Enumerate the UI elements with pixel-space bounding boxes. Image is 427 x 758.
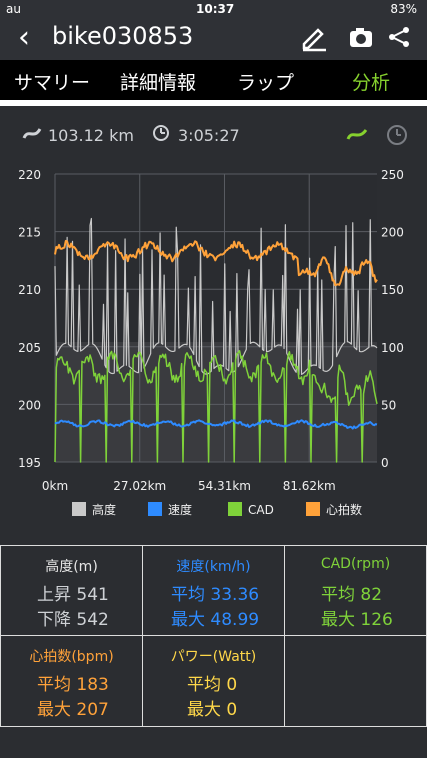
speed-title: 速度(km/h) xyxy=(143,556,284,576)
share-icon[interactable] xyxy=(384,22,414,52)
edit-icon[interactable] xyxy=(298,22,328,52)
y-left-tick: 205 xyxy=(18,341,41,355)
x-tick: 54.31km xyxy=(198,479,251,493)
time-mode-icon[interactable] xyxy=(386,124,408,146)
y-right-tick: 200 xyxy=(381,226,404,240)
legend-label: 速度 xyxy=(168,502,192,517)
y-left-tick: 215 xyxy=(18,226,41,240)
altitude-descent: 下降 542 xyxy=(37,605,109,630)
cad-average: 平均 82 xyxy=(321,580,382,605)
cad-cell: CAD(rpm) 平均 82 最大 126 xyxy=(284,545,427,636)
y-left-tick: 210 xyxy=(18,283,41,297)
legend-label: CAD xyxy=(248,503,274,517)
legend-label: 高度 xyxy=(92,502,116,517)
battery-percent: 83% xyxy=(390,2,417,16)
y-right-tick: 50 xyxy=(381,398,396,412)
distance-mode-icon[interactable] xyxy=(346,126,368,144)
x-tick: 0km xyxy=(42,479,68,493)
power-max: 最大 0 xyxy=(187,695,237,720)
camera-icon[interactable] xyxy=(346,22,376,52)
tab-laps[interactable]: ラップ xyxy=(237,68,294,95)
hr-title: 心拍数(bpm) xyxy=(1,646,142,666)
y-left-tick: 195 xyxy=(18,456,41,470)
y-right-tick: 0 xyxy=(381,456,389,470)
hr-average: 平均 183 xyxy=(37,670,109,695)
x-tick: 27.02km xyxy=(113,479,166,493)
legend-swatch xyxy=(148,502,162,516)
power-average: 平均 0 xyxy=(187,670,237,695)
tab-details[interactable]: 詳細情報 xyxy=(120,68,196,95)
tab-summary[interactable]: サマリー xyxy=(14,68,90,95)
y-right-tick: 150 xyxy=(381,283,404,297)
y-right-tick: 250 xyxy=(381,168,404,182)
legend-swatch xyxy=(228,502,242,516)
stats-grid: 高度(m) 上昇 541 下降 542 速度(km/h) 平均 33.36 最大… xyxy=(0,545,427,727)
bike-route-icon xyxy=(22,126,42,142)
cad-title: CAD(rpm) xyxy=(285,556,426,572)
app-header: ‹ bike030853 xyxy=(0,18,427,60)
page-title: bike030853 xyxy=(52,22,193,50)
cad-max: 最大 126 xyxy=(321,605,393,630)
legend-swatch xyxy=(72,502,86,516)
chart-svg: 220 250 215 200 210 150 205 100 200 50 195 0 0km 27.0… xyxy=(0,162,427,542)
empty-cell xyxy=(284,635,427,727)
status-bar: au 10:37 83% xyxy=(0,0,427,18)
speed-max: 最大 48.99 xyxy=(171,605,259,630)
hr-cell: 心拍数(bpm) 平均 183 最大 207 xyxy=(0,635,143,727)
speed-average: 平均 33.36 xyxy=(171,580,259,605)
y-left-tick: 200 xyxy=(18,398,41,412)
altitude-title: 高度(m) xyxy=(1,556,142,576)
analysis-chart: 220 250 215 200 210 150 205 100 200 50 195 0 0km 27.0… xyxy=(0,162,427,542)
power-title: パワー(Watt) xyxy=(143,646,284,666)
altitude-cell: 高度(m) 上昇 541 下降 542 xyxy=(0,545,143,636)
bottom-bar xyxy=(0,727,427,758)
back-icon[interactable]: ‹ xyxy=(18,20,30,55)
y-left-tick: 220 xyxy=(18,168,41,182)
status-time: 10:37 xyxy=(196,2,234,16)
clock-icon xyxy=(152,124,170,142)
power-cell: パワー(Watt) 平均 0 最大 0 xyxy=(142,635,285,727)
duration-value: 3:05:27 xyxy=(178,126,240,145)
tab-bar: サマリー 詳細情報 ラップ 分析 xyxy=(0,60,427,100)
x-tick: 81.62km xyxy=(283,479,336,493)
legend-label: 心拍数 xyxy=(326,502,362,517)
carrier-label: au xyxy=(6,2,21,16)
legend-swatch xyxy=(306,502,320,516)
tab-analysis[interactable]: 分析 xyxy=(352,68,390,95)
hr-max: 最大 207 xyxy=(37,695,109,720)
speed-cell: 速度(km/h) 平均 33.36 最大 48.99 xyxy=(142,545,285,636)
distance-value: 103.12 km xyxy=(48,126,134,145)
altitude-ascent: 上昇 541 xyxy=(37,580,109,605)
summary-row: 103.12 km 3:05:27 xyxy=(0,106,427,162)
y-right-tick: 100 xyxy=(381,341,404,355)
